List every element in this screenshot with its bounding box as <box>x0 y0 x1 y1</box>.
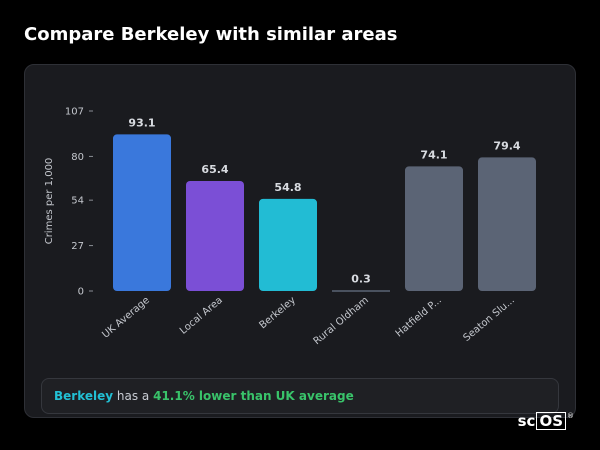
bar-value-label: 79.4 <box>493 139 520 152</box>
bar-value-label: 93.1 <box>128 116 155 129</box>
comparison-callout: Berkeley has a 41.1% lower than UK avera… <box>41 378 559 414</box>
bar <box>478 157 536 291</box>
bar <box>259 198 317 291</box>
y-tick-label: 27 <box>71 241 84 252</box>
category-label: Local Area <box>178 295 225 337</box>
bar-value-label: 54.8 <box>274 181 301 194</box>
callout-difference: 41.1% lower than UK average <box>153 389 354 403</box>
bar <box>186 180 244 291</box>
page-title: Compare Berkeley with similar areas <box>24 24 398 45</box>
bar-value-label: 0.3 <box>351 272 371 285</box>
y-tick-label: 107 <box>65 107 84 118</box>
y-tick-label: 80 <box>71 152 84 163</box>
callout-text: has a <box>113 389 154 403</box>
y-tick-label: 54 <box>71 196 84 207</box>
category-label: Hatfield P... <box>394 295 444 340</box>
category-label: UK Average <box>100 295 152 341</box>
y-axis-label: Crimes per 1,000 <box>44 158 55 245</box>
callout-area-name: Berkeley <box>54 389 114 403</box>
bar <box>113 134 171 291</box>
category-label: Rural Oldham <box>312 295 371 347</box>
bar <box>405 166 463 291</box>
category-label: Seaton Slu... <box>461 295 516 344</box>
y-tick-label: 0 <box>78 287 84 298</box>
bar-chart: Crimes per 1,000 0 27 54 80 107 93.1 UK Average… <box>44 107 536 347</box>
scos-logo: sc OS ® <box>517 412 574 430</box>
bar-value-label: 74.1 <box>420 148 447 161</box>
comparison-card: Crimes per 1,000 0 27 54 80 107 93.1 UK Average… <box>24 64 576 418</box>
bar-value-label: 65.4 <box>201 163 228 176</box>
category-label: Berkeley <box>257 295 298 331</box>
